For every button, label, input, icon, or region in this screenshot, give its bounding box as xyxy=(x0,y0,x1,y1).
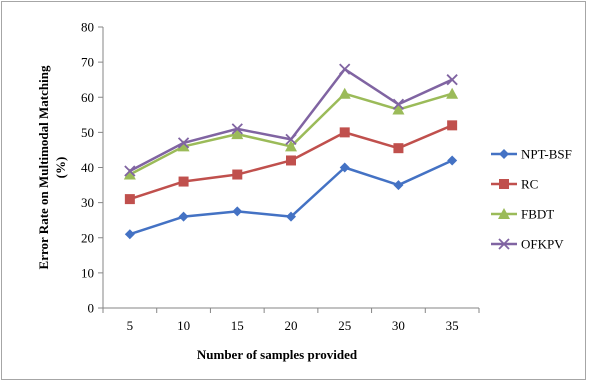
data-point xyxy=(177,140,190,152)
data-point xyxy=(446,74,458,86)
data-point xyxy=(393,143,404,154)
series-line xyxy=(129,159,453,236)
y-tick-label: 10 xyxy=(81,265,94,280)
series-fbdt xyxy=(123,87,459,180)
data-point xyxy=(339,63,351,75)
data-point xyxy=(177,137,190,149)
data-point xyxy=(447,155,458,166)
data-point xyxy=(285,133,297,146)
y-tick-label: 80 xyxy=(81,20,94,35)
x-axis-ticks: 5 10 15 20 25 30 35 xyxy=(102,308,480,333)
x-tick-label: 15 xyxy=(231,318,244,333)
data-point xyxy=(232,206,243,217)
data-point xyxy=(286,211,296,222)
series-npt-bsf xyxy=(124,155,458,240)
x-tick-label: 35 xyxy=(446,318,459,333)
data-point xyxy=(124,229,135,240)
y-tick-label: 20 xyxy=(81,230,94,245)
x-tick-label: 5 xyxy=(127,318,134,333)
data-point xyxy=(231,128,244,140)
y-axis-title: Error Rate on Multimodal Matching (%) xyxy=(36,65,68,269)
y-axis-title-line: Error Rate on Multimodal Matching xyxy=(36,65,51,269)
legend-label: OFKPV xyxy=(521,237,564,252)
series-group xyxy=(123,63,459,240)
data-point xyxy=(392,98,405,110)
y-tick-label: 30 xyxy=(81,195,94,210)
data-point xyxy=(124,165,136,177)
x-tick-label: 20 xyxy=(285,318,298,333)
data-point xyxy=(124,194,135,205)
legend-marker xyxy=(498,238,510,250)
y-axis-title-line: (%) xyxy=(53,157,68,179)
legend-marker xyxy=(499,149,509,159)
data-point xyxy=(339,127,350,138)
data-point xyxy=(178,211,189,222)
data-point xyxy=(338,87,351,99)
y-tick-label: 40 xyxy=(81,160,94,175)
legend-label: NPT-BSF xyxy=(521,147,572,162)
x-tick-label: 30 xyxy=(392,318,405,333)
y-tick-label: 50 xyxy=(81,125,94,140)
y-tick-label: 0 xyxy=(88,301,95,316)
legend-marker xyxy=(499,179,509,189)
legend-item: RC xyxy=(491,177,538,192)
legend-marker xyxy=(498,208,510,219)
data-point xyxy=(392,103,405,115)
data-point xyxy=(232,169,243,180)
x-tick-label: 10 xyxy=(177,318,190,333)
legend-label: FBDT xyxy=(521,207,554,222)
data-point xyxy=(286,155,296,166)
data-point xyxy=(339,162,350,173)
data-point xyxy=(447,120,458,131)
legend-item: NPT-BSF xyxy=(491,147,572,162)
series-ofkpv xyxy=(124,63,458,177)
legend-item: OFKPV xyxy=(491,237,564,252)
y-axis-ticks: 0 10 20 30 40 50 60 70 80 xyxy=(81,20,103,316)
series-rc xyxy=(124,120,458,205)
y-tick-label: 60 xyxy=(81,90,94,105)
data-point xyxy=(446,87,459,99)
data-point xyxy=(231,123,243,135)
data-point xyxy=(285,140,297,152)
legend: NPT-BSF RC FBDT OFKPV xyxy=(491,147,572,252)
x-axis-title: Number of samples provided xyxy=(197,347,358,362)
x-tick-label: 25 xyxy=(338,318,351,333)
legend-label: RC xyxy=(521,177,538,192)
axes xyxy=(102,27,479,309)
data-point xyxy=(123,168,136,180)
data-point xyxy=(178,176,189,187)
y-tick-label: 70 xyxy=(81,55,94,70)
data-point xyxy=(393,180,404,191)
legend-item: FBDT xyxy=(491,207,554,222)
